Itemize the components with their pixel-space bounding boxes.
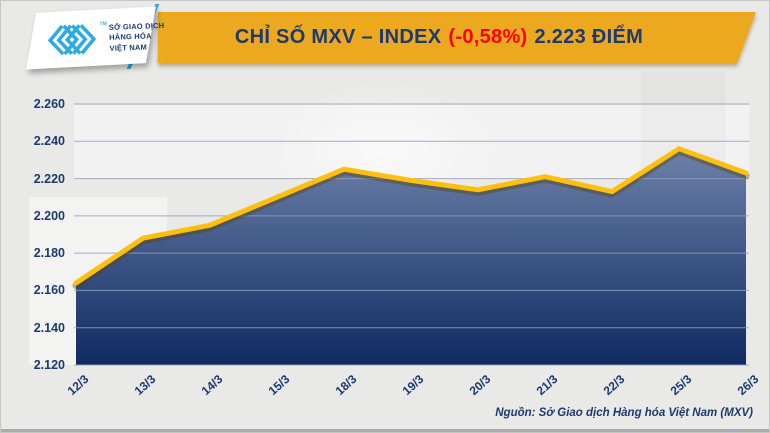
y-axis-label: 2.220 (33, 171, 65, 186)
chart-title-change-percent: (-0,58%) (448, 26, 528, 48)
y-axis-label: 2.240 (33, 134, 65, 149)
area-fill (76, 148, 746, 365)
y-axis-label: 2.140 (33, 320, 65, 335)
chart-title-main: CHỈ SỐ MXV – INDEX (234, 26, 442, 48)
y-axis-label: 2.260 (33, 97, 65, 111)
chart-title-value: 2.223 ĐIỂM (534, 26, 644, 48)
y-axis-label: 2.180 (33, 246, 65, 261)
y-axis-label: 2.120 (33, 358, 65, 372)
y-axis-label: 2.200 (33, 208, 65, 223)
title-banner-wrap: CHỈ SỐ MXV – INDEX (-0,58%) 2.223 ĐIỂM (158, 12, 756, 63)
index-line (73, 146, 749, 286)
source-note: Nguồn: Sở Giao dịch Hàng hóa Việt Nam (M… (495, 407, 753, 419)
bottom-edge (1, 429, 769, 432)
y-axis-label: 2.160 (33, 283, 65, 298)
mxv-logo: TM SỞ GIAO DỊCH HÀNG HÓA VIỆT NAM (46, 19, 165, 58)
mxv-logo-mark-icon (47, 24, 97, 56)
title-banner: CHỈ SỐ MXV – INDEX (-0,58%) 2.223 ĐIỂM (158, 12, 756, 63)
